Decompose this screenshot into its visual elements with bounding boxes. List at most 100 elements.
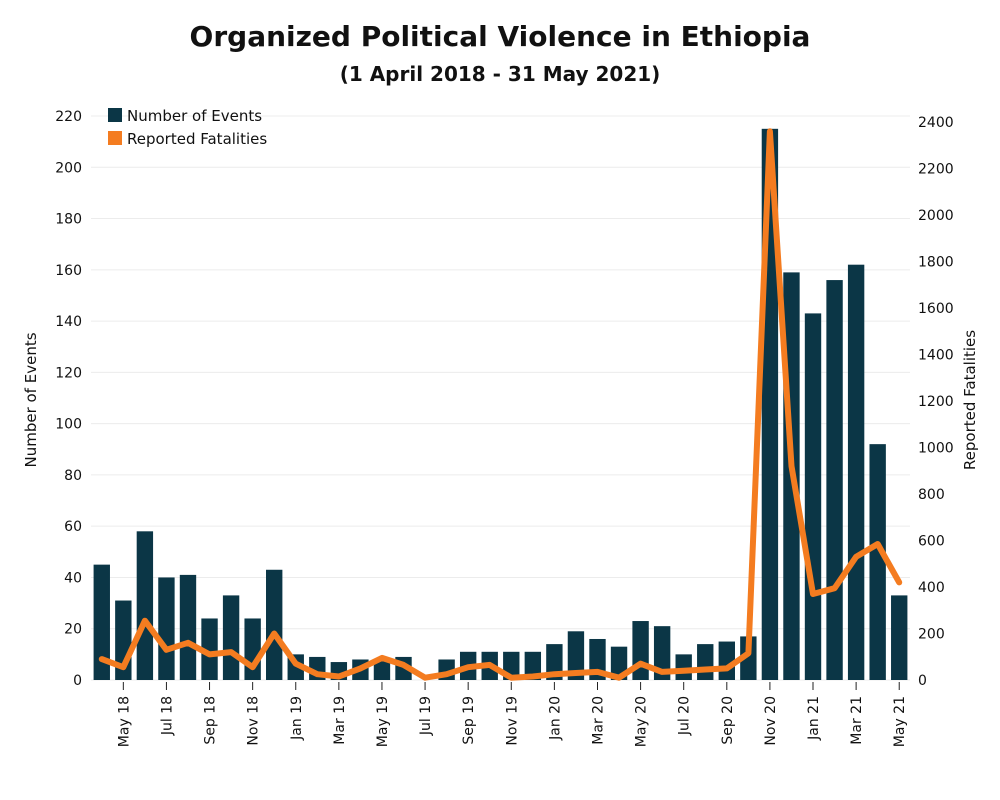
y-right-tick-label-5: 1000 xyxy=(918,441,954,457)
fatalities-point-24 xyxy=(618,677,620,679)
fatalities-point-3 xyxy=(165,649,167,651)
legend-swatch-fatalities xyxy=(108,131,122,145)
x-tick-label-14: Sep 20 xyxy=(720,696,736,745)
x-tick-label-8: Sep 19 xyxy=(461,696,477,745)
fatalities-point-31 xyxy=(769,130,771,132)
bar-30 xyxy=(740,636,757,680)
x-tick-label-17: Mar 21 xyxy=(849,696,865,745)
x-tick-label-16: Jan 21 xyxy=(806,696,822,741)
bar-7 xyxy=(244,618,261,680)
bar-22 xyxy=(567,631,585,680)
y-left-tick-label-10: 200 xyxy=(55,160,82,176)
y-right-tick-label-0: 0 xyxy=(918,673,927,689)
y-right-tick-label-11: 2200 xyxy=(918,162,954,178)
x-tick-label-2: Sep 18 xyxy=(203,696,219,745)
y-axis-right-title: Reported Fatalities xyxy=(961,330,979,470)
fatalities-point-6 xyxy=(230,651,232,653)
y-left-tick-label-9: 180 xyxy=(55,212,82,228)
fatalities-point-36 xyxy=(877,543,879,545)
fatalities-point-9 xyxy=(295,663,297,665)
y-left-tick-label-4: 80 xyxy=(64,468,82,484)
x-tick-label-7: Jul 19 xyxy=(418,696,434,736)
y-right-tick-label-12: 2400 xyxy=(918,115,954,131)
bar-3 xyxy=(158,577,175,680)
x-tick-label-3: Nov 18 xyxy=(246,696,262,746)
y-right-tick-label-3: 600 xyxy=(918,534,945,550)
chart-subtitle: (1 April 2018 - 31 May 2021) xyxy=(339,62,661,86)
bar-6 xyxy=(222,595,240,680)
y-axis-left-title: Number of Events xyxy=(22,332,40,467)
fatalities-point-32 xyxy=(790,465,792,467)
bar-4 xyxy=(179,574,197,680)
x-tick-label-10: Jan 20 xyxy=(547,696,563,741)
fatalities-point-37 xyxy=(898,581,900,583)
y-left-tick-label-8: 160 xyxy=(55,263,82,279)
y-right-tick-label-6: 1200 xyxy=(918,394,954,410)
fatalities-point-29 xyxy=(726,667,728,669)
y-left-tick-label-0: 0 xyxy=(73,673,82,689)
fatalities-line xyxy=(98,128,903,681)
legend: Number of Events Reported Fatalities xyxy=(108,107,267,148)
legend-swatch-events xyxy=(108,108,122,122)
y-right-tick-label-2: 400 xyxy=(918,580,945,596)
y-left-tick-label-3: 60 xyxy=(64,519,82,535)
x-tick-label-4: Jan 19 xyxy=(289,696,305,741)
fatalities-point-5 xyxy=(209,653,211,655)
bar-0 xyxy=(93,564,110,680)
x-tick-label-1: Jul 18 xyxy=(159,696,175,736)
bar-28 xyxy=(697,644,714,680)
bar-35 xyxy=(847,264,865,680)
bar-34 xyxy=(826,280,843,680)
x-tick-label-18: May 21 xyxy=(892,696,908,747)
x-tick-label-9: Nov 19 xyxy=(504,696,520,746)
fatalities-point-11 xyxy=(338,676,340,678)
fatalities-point-18 xyxy=(489,664,491,666)
fatalities-point-23 xyxy=(596,671,598,673)
bar-5 xyxy=(201,618,218,680)
x-tick-label-0: May 18 xyxy=(116,696,132,747)
fatalities-point-16 xyxy=(446,673,448,675)
fatalities-point-21 xyxy=(553,673,555,675)
fatalities-point-25 xyxy=(640,663,642,665)
fatalities-point-27 xyxy=(683,670,685,672)
line-series xyxy=(98,128,903,681)
fatalities-point-15 xyxy=(424,677,426,679)
fatalities-point-4 xyxy=(187,642,189,644)
fatalities-point-0 xyxy=(101,658,103,660)
bar-36 xyxy=(869,444,886,680)
fatalities-point-30 xyxy=(747,652,749,654)
fatalities-point-14 xyxy=(403,664,405,666)
y-right-tick-label-10: 2000 xyxy=(918,208,954,224)
y-left-tick-label-5: 100 xyxy=(55,417,82,433)
y-right-tick-label-1: 200 xyxy=(918,627,945,643)
bar-27 xyxy=(675,654,692,680)
y-left-tick-label-2: 40 xyxy=(64,570,82,586)
fatalities-point-33 xyxy=(812,593,814,595)
fatalities-point-2 xyxy=(144,620,146,622)
bar-25 xyxy=(632,621,649,680)
y-left-tick-label-6: 120 xyxy=(55,365,82,381)
legend-label-events: Number of Events xyxy=(127,107,262,125)
y-right-tick-label-7: 1400 xyxy=(918,348,954,364)
y-right-tick-label-4: 800 xyxy=(918,487,945,503)
x-tick-label-11: Mar 20 xyxy=(591,696,607,745)
fatalities-point-13 xyxy=(381,657,383,659)
y-left-tick-label-1: 20 xyxy=(64,622,82,638)
x-tick-label-5: Mar 19 xyxy=(332,696,348,745)
y-left-tick-label-7: 140 xyxy=(55,314,82,330)
x-tick-label-6: May 19 xyxy=(375,696,391,747)
fatalities-point-28 xyxy=(704,669,706,671)
y-axis-right: 0 200 400 600 800 1000 1200 1400 1600 1800 2000 220… xyxy=(918,115,954,689)
bar-20 xyxy=(524,651,542,680)
x-tick-label-15: Nov 20 xyxy=(763,696,779,746)
x-tick-label-12: May 20 xyxy=(634,696,650,747)
chart-title: Organized Political Violence in Ethiopia xyxy=(189,20,811,53)
fatalities-point-7 xyxy=(252,666,254,668)
bar-33 xyxy=(804,313,822,680)
bar-8 xyxy=(266,569,283,680)
fatalities-point-19 xyxy=(510,677,512,679)
fatalities-point-10 xyxy=(316,673,318,675)
bar-26 xyxy=(653,626,671,680)
fatalities-point-35 xyxy=(855,556,857,558)
